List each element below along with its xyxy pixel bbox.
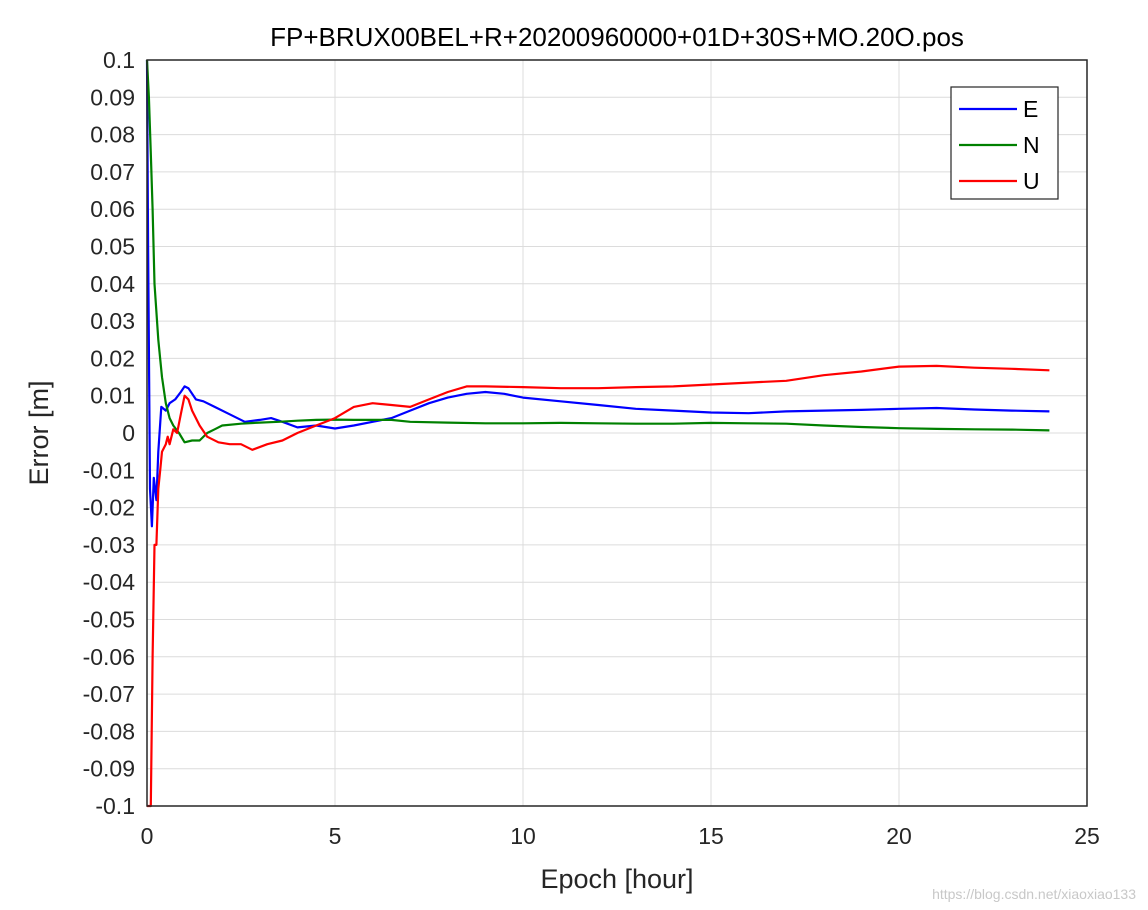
y-tick-label: -0.07 bbox=[83, 681, 135, 707]
x-tick-label: 15 bbox=[698, 823, 724, 849]
x-tick-label: 0 bbox=[141, 823, 154, 849]
legend-box bbox=[950, 86, 1059, 200]
x-axis-label: Epoch [hour] bbox=[540, 864, 693, 894]
series-line-e bbox=[145, 59, 1050, 528]
y-tick-label: 0.05 bbox=[90, 234, 135, 260]
y-tick-label: 0 bbox=[122, 420, 135, 446]
x-tick-label: 10 bbox=[510, 823, 536, 849]
x-tick-label: 5 bbox=[329, 823, 342, 849]
series-lines bbox=[145, 59, 1050, 808]
y-tick-label: 0.09 bbox=[90, 84, 135, 110]
y-tick-label: -0.09 bbox=[83, 756, 135, 782]
y-tick-label: -0.04 bbox=[83, 569, 136, 595]
watermark: https://blog.csdn.net/xiaoxiao133 bbox=[932, 886, 1136, 902]
series-line-u bbox=[147, 364, 1050, 808]
y-tick-label: -0.08 bbox=[83, 718, 135, 744]
legend-label-e: E bbox=[1023, 96, 1038, 122]
y-axis-label: Error [m] bbox=[24, 381, 54, 486]
x-tick-label: 25 bbox=[1074, 823, 1100, 849]
y-tick-label: 0.08 bbox=[90, 122, 135, 148]
y-tick-label: 0.06 bbox=[90, 196, 135, 222]
x-axis-ticks: 0 5 10 15 20 25 bbox=[141, 823, 1100, 849]
y-tick-label: 0.01 bbox=[90, 383, 135, 409]
y-tick-label: -0.06 bbox=[83, 644, 135, 670]
plot-frame bbox=[146, 59, 1088, 807]
y-tick-label: -0.03 bbox=[83, 532, 135, 558]
y-tick-label: 0.1 bbox=[103, 47, 135, 73]
y-tick-label: 0.03 bbox=[90, 308, 135, 334]
legend-label-u: U bbox=[1023, 168, 1040, 194]
series-line-n bbox=[145, 59, 1050, 444]
y-tick-label: 0.07 bbox=[90, 159, 135, 185]
y-tick-label: -0.01 bbox=[83, 457, 135, 483]
legend-label-n: N bbox=[1023, 132, 1040, 158]
y-axis-ticks: 0.1 0.09 0.08 0.07 0.06 0.05 0.04 0.03 0.02 0.01 0… bbox=[83, 47, 136, 819]
x-tick-label: 20 bbox=[886, 823, 912, 849]
y-tick-label: -0.05 bbox=[83, 607, 135, 633]
y-tick-label: 0.02 bbox=[90, 345, 135, 371]
y-tick-label: -0.1 bbox=[95, 793, 135, 819]
grid bbox=[146, 59, 1088, 807]
chart-title: FP+BRUX00BEL+R+20200960000+01D+30S+MO.20… bbox=[270, 22, 964, 52]
y-tick-label: -0.02 bbox=[83, 495, 135, 521]
y-tick-label: 0.04 bbox=[90, 271, 135, 297]
legend: ENU bbox=[950, 86, 1059, 200]
